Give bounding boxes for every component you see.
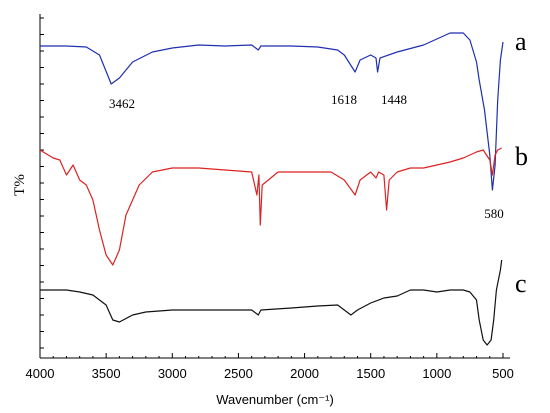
peak-annotation: 580 bbox=[484, 206, 504, 221]
x-ticks: 4000 3500 3000 2500 2000 1500 1000 500 bbox=[26, 353, 514, 381]
peak-annotation: 1448 bbox=[381, 92, 407, 107]
series-label-a: a bbox=[515, 27, 527, 56]
series-line-b bbox=[39, 147, 502, 266]
x-tick-label: 2000 bbox=[290, 366, 319, 381]
series-group bbox=[39, 32, 504, 346]
y-axis-title: T% bbox=[12, 174, 28, 196]
peak-annotation: 3462 bbox=[109, 96, 135, 111]
peak-annotation: 1618 bbox=[331, 92, 357, 107]
series-line-c bbox=[40, 259, 503, 346]
x-tick-label: 4000 bbox=[26, 366, 55, 381]
x-tick-label: 500 bbox=[492, 366, 514, 381]
x-tick-label: 2500 bbox=[224, 366, 253, 381]
x-tick-label: 1500 bbox=[356, 366, 385, 381]
x-tick-label: 1000 bbox=[422, 366, 451, 381]
series-label-b: b bbox=[515, 142, 528, 171]
x-axis-title: Wavenumber (cm⁻¹) bbox=[216, 392, 334, 407]
y-ticks bbox=[40, 17, 44, 349]
x-tick-label: 3000 bbox=[158, 366, 187, 381]
series-line-a bbox=[40, 32, 504, 191]
series-label-c: c bbox=[515, 269, 527, 298]
annotations-group: 3462 1618 1448 580 bbox=[109, 92, 504, 221]
x-tick-label: 3500 bbox=[92, 366, 121, 381]
